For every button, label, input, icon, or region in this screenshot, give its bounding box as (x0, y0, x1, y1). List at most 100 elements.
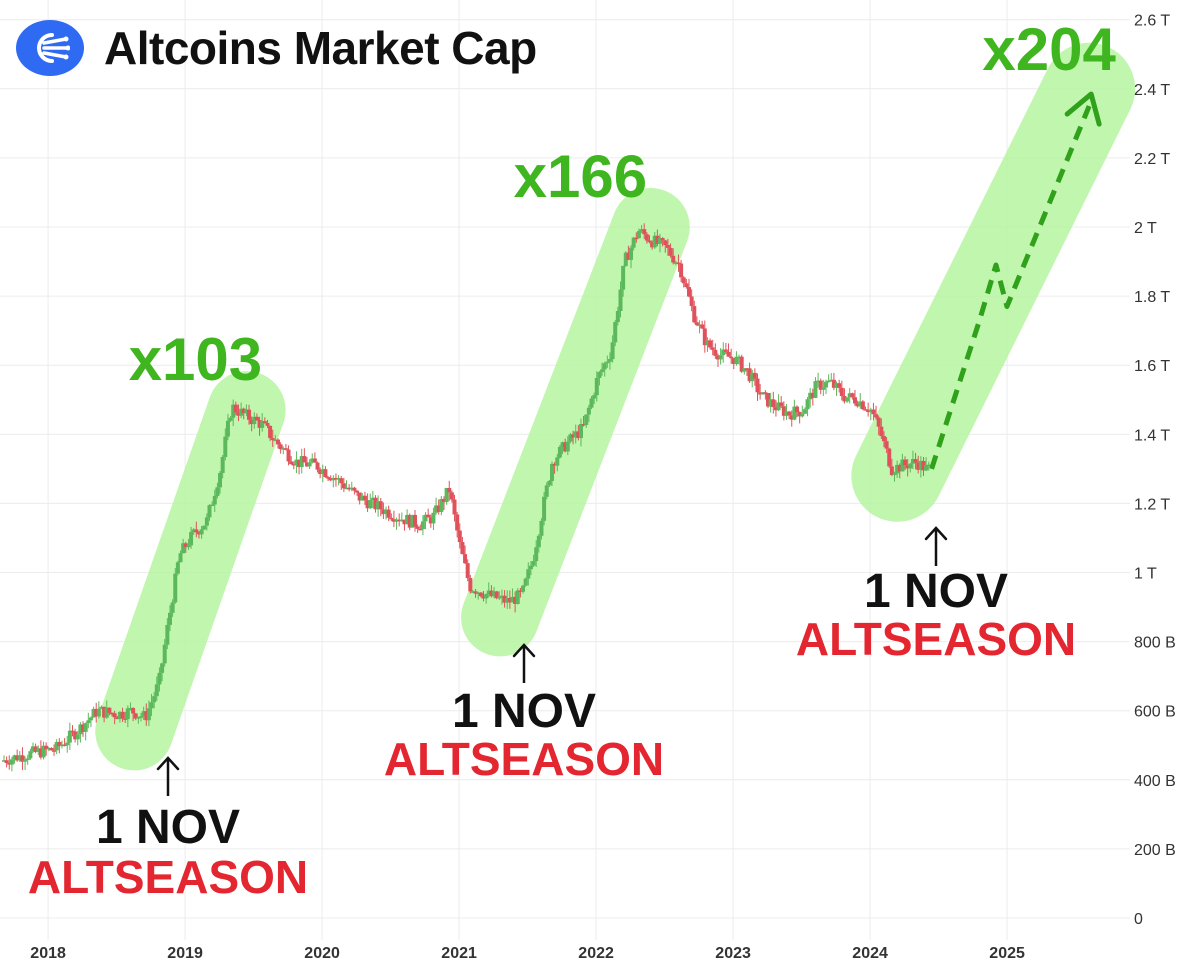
candle-body (405, 514, 410, 525)
candle-body (497, 596, 502, 599)
candle (486, 582, 491, 598)
candle (905, 458, 910, 477)
candle (94, 702, 99, 723)
candle (600, 362, 605, 376)
candle (700, 320, 705, 330)
x-tick-label: 2020 (304, 945, 340, 962)
altseason-label: ALTSEASON (796, 613, 1076, 665)
x-tick-label: 2021 (441, 945, 477, 962)
candle-body (700, 324, 705, 329)
candle (247, 404, 252, 425)
candle (294, 451, 299, 474)
candle (652, 231, 657, 249)
candle (218, 470, 223, 494)
candle (555, 453, 560, 472)
candle (410, 514, 415, 528)
candle-body (394, 519, 399, 522)
candle-body (568, 434, 573, 442)
up-arrow-head (512, 643, 536, 658)
candle-body (636, 231, 641, 239)
candle (594, 371, 599, 402)
candle (908, 462, 913, 473)
candle-body (505, 598, 510, 603)
candle-body (470, 591, 475, 593)
candle-body (23, 760, 28, 762)
candle (149, 693, 154, 716)
candle-body (357, 492, 362, 501)
candle (505, 590, 510, 609)
candle (428, 514, 433, 528)
candle (521, 584, 526, 594)
candle (584, 414, 589, 428)
candle-body (33, 746, 38, 752)
candle-body (897, 464, 902, 472)
candle-body (563, 442, 568, 452)
candle-body (104, 707, 109, 718)
candle-body (273, 439, 278, 442)
candle-body (133, 713, 138, 719)
candle (394, 517, 399, 530)
candle (341, 477, 346, 493)
chart-header: Altcoins Market Cap (16, 20, 537, 76)
candle (365, 493, 370, 512)
candle-body (291, 464, 296, 466)
candle (718, 348, 723, 365)
candle-body (708, 340, 713, 348)
candle-body (336, 478, 341, 480)
candle-body (523, 578, 528, 586)
candle (924, 457, 929, 472)
candle-body (44, 745, 49, 750)
candle (83, 722, 88, 741)
candle-body (729, 356, 734, 359)
candle (721, 342, 726, 363)
candle (468, 574, 473, 594)
x-tick-label: 2018 (30, 945, 66, 962)
candle-body (881, 436, 886, 442)
candle-body (773, 407, 778, 411)
candle (15, 749, 20, 762)
candle-body (771, 399, 776, 408)
candle (20, 747, 25, 771)
candle-body (557, 446, 562, 458)
candle-body (413, 514, 417, 527)
candle (257, 416, 262, 436)
nov-label: 1 NOV (96, 801, 240, 854)
candle-body (887, 448, 892, 467)
candle (831, 372, 836, 391)
candle-body (59, 744, 64, 747)
candle (449, 490, 454, 503)
candle (518, 587, 523, 598)
candle-body (326, 477, 331, 479)
candle (481, 591, 486, 602)
candle-body (415, 526, 420, 529)
candle-body (378, 501, 383, 510)
candle-body (70, 730, 75, 733)
candle-body (507, 598, 512, 603)
candle (54, 739, 59, 755)
candle (418, 524, 423, 531)
candle (847, 388, 852, 404)
candle-body (813, 381, 818, 398)
candle-body (196, 532, 201, 535)
candle-body (573, 431, 578, 438)
candle (470, 589, 475, 593)
candle (405, 509, 410, 525)
candle-body (660, 238, 665, 241)
up-arrow-head (924, 526, 948, 541)
projection-line (929, 105, 1092, 470)
candle-body (270, 438, 275, 441)
candle-body (800, 413, 805, 417)
candle (787, 410, 792, 420)
candle-body (125, 708, 130, 720)
candle-body (402, 519, 407, 525)
candle (30, 742, 35, 754)
candle (750, 369, 755, 388)
candle (634, 232, 639, 243)
candle (592, 392, 597, 405)
candle (916, 455, 921, 474)
candle-body (65, 742, 70, 746)
candle (144, 703, 149, 726)
y-tick-label: 2.4 T (1134, 82, 1170, 99)
candle-body (605, 361, 610, 364)
candle-body (186, 545, 191, 548)
